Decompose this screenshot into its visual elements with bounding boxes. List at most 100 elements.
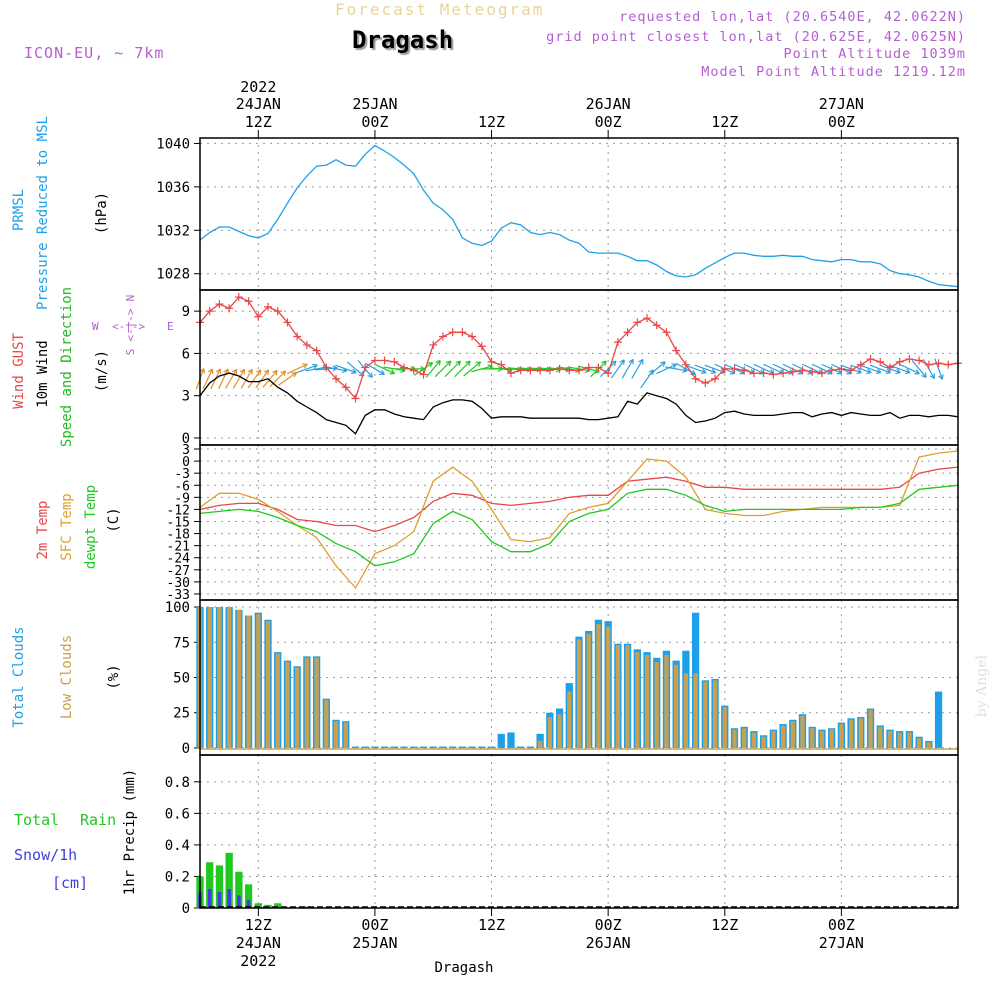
gust-marker (565, 366, 574, 375)
clouds-unit-label: (%) (106, 664, 122, 689)
wind-arrow-head (455, 360, 462, 367)
low-cloud-bar (751, 732, 757, 748)
wind-arrow-head (929, 373, 935, 379)
low-cloud-bar (897, 732, 902, 748)
bottom-date-label: 24JAN (236, 934, 281, 952)
gust-marker (915, 356, 924, 365)
low-cloud-bar (256, 614, 261, 748)
low-cloud-bar (887, 731, 893, 748)
panel-precip: 0 0.2 0.4 0.6 0.8 (165, 754, 959, 917)
low-clouds-label: Low Clouds (59, 635, 75, 719)
wind-arrow-head (885, 368, 892, 375)
wind-arrow-head (895, 368, 901, 375)
y-tick-label: 0 (182, 455, 190, 470)
low-cloud-bar (848, 719, 854, 748)
y-tick-label: 0.8 (165, 775, 190, 791)
gust-marker (613, 338, 622, 347)
wind-arrow-head (601, 360, 607, 367)
series-line-temperature-0 (199, 466, 959, 533)
y-tick-label: 0 (182, 431, 190, 447)
wind-direction-arrow (743, 363, 765, 375)
gust-marker (283, 318, 292, 327)
gust-marker (584, 363, 593, 372)
low-cloud-bar (722, 707, 727, 748)
wind-direction-arrow (811, 363, 833, 375)
low-cloud-bar (324, 700, 329, 748)
gust-marker (847, 366, 856, 375)
y-tick-label: 3 (182, 443, 190, 458)
gust-marker (234, 293, 243, 302)
y-tick-label: -27 (167, 564, 190, 579)
y-tick-label: 0.4 (165, 838, 190, 854)
gust-marker (390, 357, 399, 366)
low-cloud-bar (761, 736, 766, 748)
gust-marker (506, 369, 515, 378)
low-cloud-bar (275, 653, 280, 748)
low-cloud-bar (878, 726, 883, 748)
low-cloud-bar (810, 728, 815, 748)
top-date-label: 24JAN (236, 95, 281, 113)
precip-bar (303, 906, 311, 908)
wind-arrow-head (465, 360, 471, 367)
gust-marker (788, 367, 797, 376)
low-cloud-bar (790, 721, 795, 748)
top-date-label: 26JAN (586, 95, 631, 113)
wind-arrow-head (700, 368, 707, 375)
wind-direction-arrow (296, 364, 318, 374)
gust-marker (225, 304, 234, 313)
wind-direction-arrow (444, 360, 461, 378)
series-line-temperature-1 (199, 450, 959, 590)
gust-marker (254, 312, 263, 321)
wind-direction-arrow (850, 364, 872, 374)
wind-direction-arrow (202, 368, 213, 390)
total-rain-label-1: Total (14, 811, 59, 829)
series-line-wind-1 (199, 372, 959, 435)
wind-direction-arrow (859, 364, 882, 374)
low-cloud-bar (576, 639, 582, 748)
y-tick-label: 0 (182, 901, 190, 917)
wind-direction-arrow (335, 364, 357, 374)
y-tick-label: 1036 (156, 180, 190, 196)
total-cloud-bar (536, 733, 544, 748)
low-cloud-bar (265, 621, 271, 748)
y-tick-label: 1040 (156, 136, 190, 152)
low-cloud-bar (227, 607, 232, 748)
wind-direction-arrow (685, 364, 707, 374)
total-cloud-bar (507, 732, 515, 748)
panel-wind: 0 3 6 9 (0, 0, 962, 447)
wind-arrow-head (215, 368, 222, 374)
low-cloud-bar (839, 724, 844, 748)
low-cloud-bar (742, 728, 747, 748)
gust-marker (662, 328, 671, 337)
wind-arrow-head (435, 359, 441, 366)
total-cloud-bar (429, 746, 437, 748)
wind-direction-arrow (763, 363, 784, 375)
total-cloud-bar (458, 746, 467, 748)
total-cloud-bar (468, 746, 476, 748)
compass-east: E (167, 320, 174, 333)
y-tick-label: 1032 (156, 223, 190, 239)
top-date-label: 25JAN (352, 95, 397, 113)
snow-bar (246, 900, 251, 908)
gust-marker (643, 314, 652, 323)
wind-direction-arrow (232, 369, 245, 389)
gust-marker (749, 369, 758, 378)
wind-arrow-head (475, 361, 482, 367)
precip-bar (206, 862, 214, 908)
gust-marker (594, 363, 603, 372)
y-tick-label: -33 (167, 588, 190, 603)
wind-direction-arrow (262, 370, 278, 388)
compass-north: N (124, 295, 137, 302)
gust-marker (370, 356, 379, 365)
model-altitude: Model Point Altitude 1219.12m (701, 64, 966, 80)
total-cloud-bar (449, 746, 457, 748)
gust-marker (924, 360, 933, 369)
gust-marker (536, 366, 545, 375)
wind-label: 10m Wind (35, 340, 51, 407)
panel-frame (199, 137, 959, 291)
gust-marker (264, 302, 273, 311)
total-cloud-bar (419, 746, 428, 748)
gust-marker (856, 360, 865, 369)
total-cloud-bar (390, 746, 399, 748)
wind-direction-arrow (599, 360, 617, 378)
